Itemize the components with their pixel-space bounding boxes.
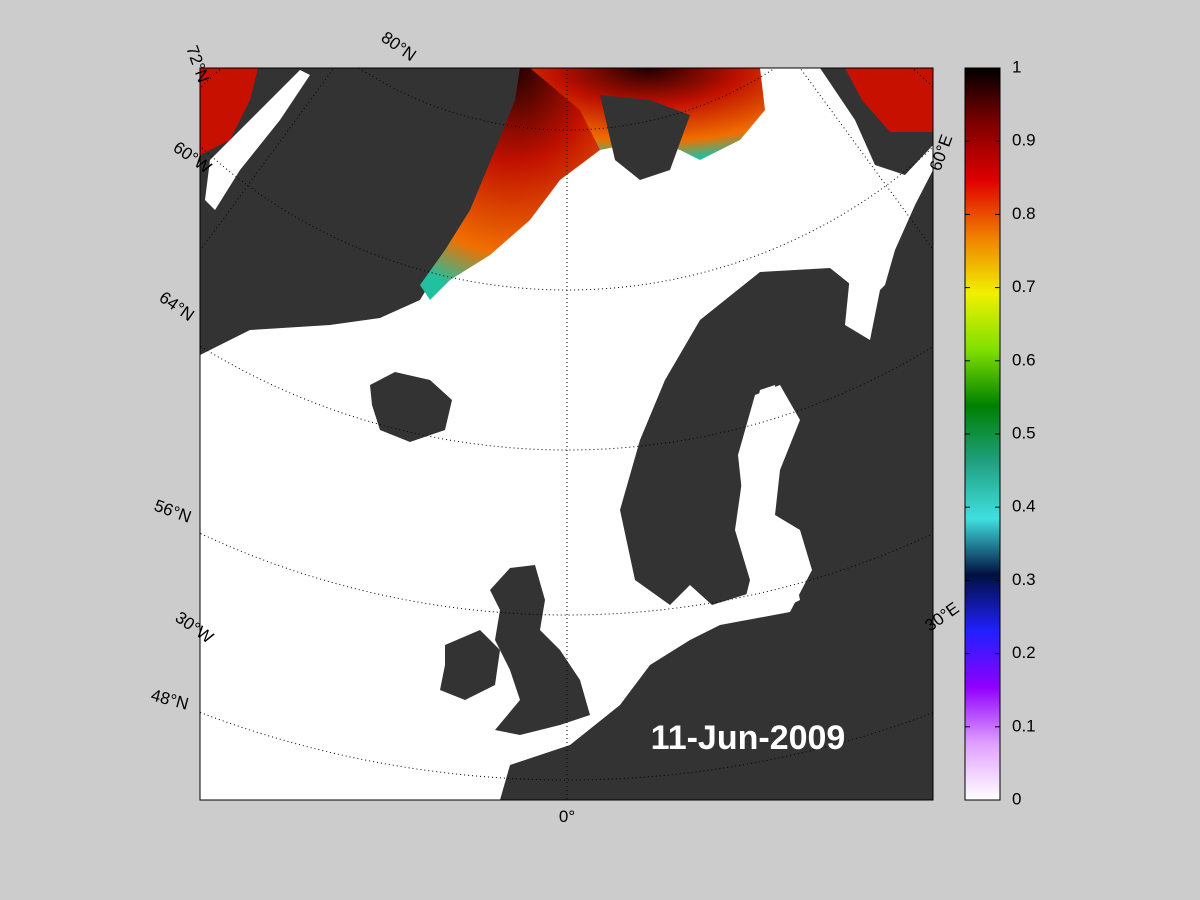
longitude-label: 0° bbox=[559, 807, 575, 826]
colorbar-tick-label: 0.3 bbox=[1012, 570, 1036, 589]
great-britain bbox=[490, 565, 590, 735]
white-sea bbox=[845, 275, 880, 340]
latitude-label: 48°N bbox=[149, 686, 191, 714]
fjord bbox=[205, 70, 310, 210]
colorbar-ticks: 0 0.1 0.2 0.3 0.4 0.5 0.6 0.7 0.8 0.9 1 bbox=[965, 57, 1036, 808]
colorbar bbox=[964, 67, 1001, 801]
colorbar-tick-label: 0.7 bbox=[1012, 277, 1036, 296]
greenland bbox=[200, 68, 530, 355]
colorbar-tick-label: 0.9 bbox=[1012, 131, 1036, 150]
graticule bbox=[200, 68, 933, 800]
sea-ice bbox=[845, 68, 933, 132]
eurasia bbox=[500, 170, 933, 800]
map-frame bbox=[199, 67, 934, 801]
latitude-label: 56°N bbox=[152, 496, 194, 527]
sea-ice bbox=[420, 68, 610, 300]
colorbar-tick-label: 0.4 bbox=[1012, 497, 1036, 516]
iceland bbox=[370, 372, 452, 442]
sea-ice bbox=[200, 68, 258, 155]
latitude-label: 72°N bbox=[182, 43, 213, 85]
colorbar-tick-label: 0.6 bbox=[1012, 350, 1036, 369]
colorbar-tick-label: 1 bbox=[1012, 57, 1021, 76]
colorbar-tick-label: 0 bbox=[1012, 789, 1021, 808]
date-label: 11-Jun-2009 bbox=[651, 719, 846, 757]
colorbar-tick-label: 0.2 bbox=[1012, 643, 1036, 662]
svalbard bbox=[600, 95, 690, 180]
colorbar-tick-label: 0.5 bbox=[1012, 423, 1036, 442]
latitude-label: 64°N bbox=[156, 288, 198, 325]
ireland bbox=[440, 630, 500, 700]
colorbar-tick-label: 0.8 bbox=[1012, 204, 1036, 223]
baltic-sea bbox=[735, 385, 800, 620]
map: 11-Jun-2009 bbox=[200, 68, 933, 800]
colorbar-tick-label: 0.1 bbox=[1012, 716, 1036, 735]
latitude-label: 80°N bbox=[378, 28, 420, 65]
